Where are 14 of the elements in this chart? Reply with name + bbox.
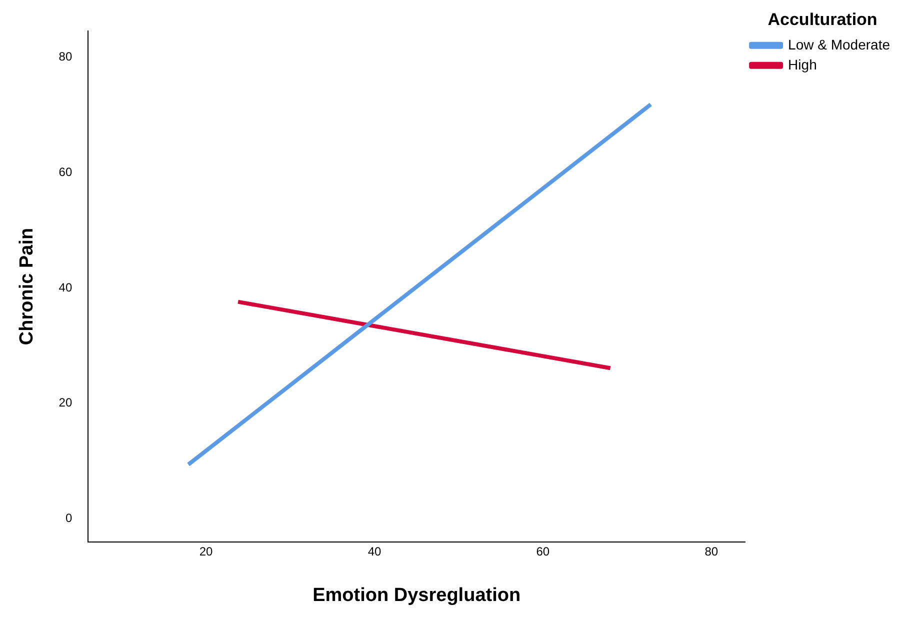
y-tick-label: 20 xyxy=(58,396,72,410)
y-tick-label: 40 xyxy=(58,280,72,294)
y-tick-label: 60 xyxy=(58,164,72,179)
x-tick-label: 20 xyxy=(199,544,214,558)
legend-label: Low & Moderate xyxy=(788,36,890,52)
x-tick-label: 40 xyxy=(368,544,382,558)
y-axis-title: Chronic Pain xyxy=(16,228,38,346)
legend-title: Acculturation xyxy=(768,10,878,30)
legend-label: High xyxy=(788,56,817,72)
x-tick-label: 60 xyxy=(536,544,550,558)
x-tick-label: 80 xyxy=(704,544,718,558)
x-axis-title: Emotion Dysregluation xyxy=(312,584,521,606)
y-tick-label: 0 xyxy=(65,511,72,526)
y-tick-label: 80 xyxy=(58,49,72,64)
